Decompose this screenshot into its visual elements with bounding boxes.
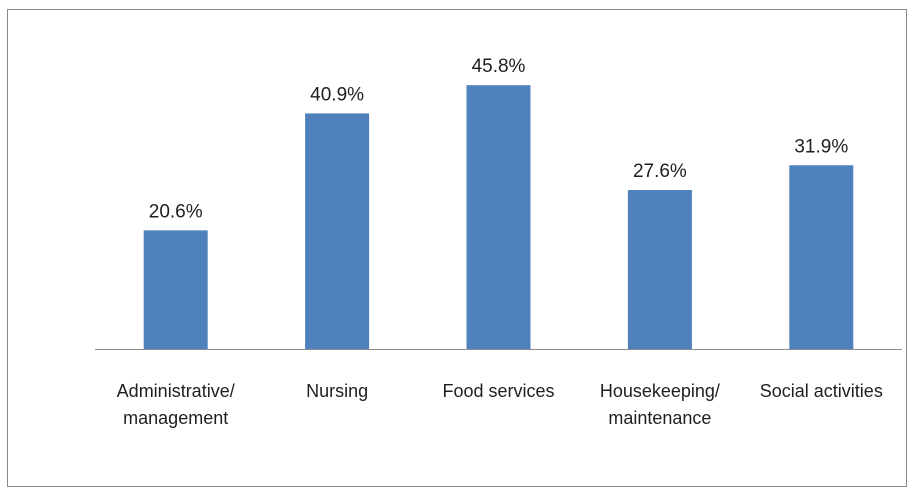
category-labels-group: Administrative/management Nursing Food ser… [117, 381, 883, 428]
bar-2 [466, 85, 531, 349]
category-label-3-line-1: maintenance [608, 408, 711, 428]
category-label-1: Nursing [306, 381, 368, 401]
bars-group [143, 85, 854, 349]
value-label-1: 40.9% [310, 84, 364, 105]
category-label-0-line-0: Administrative/ [117, 381, 235, 401]
category-label-1-line-0: Nursing [306, 381, 368, 401]
bar-1 [305, 113, 370, 349]
category-label-2-line-0: Food services [442, 381, 554, 401]
value-labels-group: 20.6% 40.9% 45.8% 27.6% 31.9% [149, 56, 849, 222]
bar-0 [143, 230, 208, 349]
category-label-3: Housekeeping/maintenance [600, 381, 720, 428]
bar-4 [789, 165, 854, 349]
category-label-2: Food services [442, 381, 554, 401]
category-label-4: Social activities [760, 381, 883, 401]
bar-3 [627, 190, 692, 349]
value-label-3: 27.6% [633, 161, 687, 182]
category-label-0-line-1: management [123, 408, 228, 428]
value-label-0: 20.6% [149, 201, 203, 222]
value-label-2: 45.8% [472, 56, 526, 77]
category-label-3-line-0: Housekeeping/ [600, 381, 720, 401]
category-label-0: Administrative/management [117, 381, 235, 428]
category-label-4-line-0: Social activities [760, 381, 883, 401]
value-label-4: 31.9% [794, 136, 848, 157]
